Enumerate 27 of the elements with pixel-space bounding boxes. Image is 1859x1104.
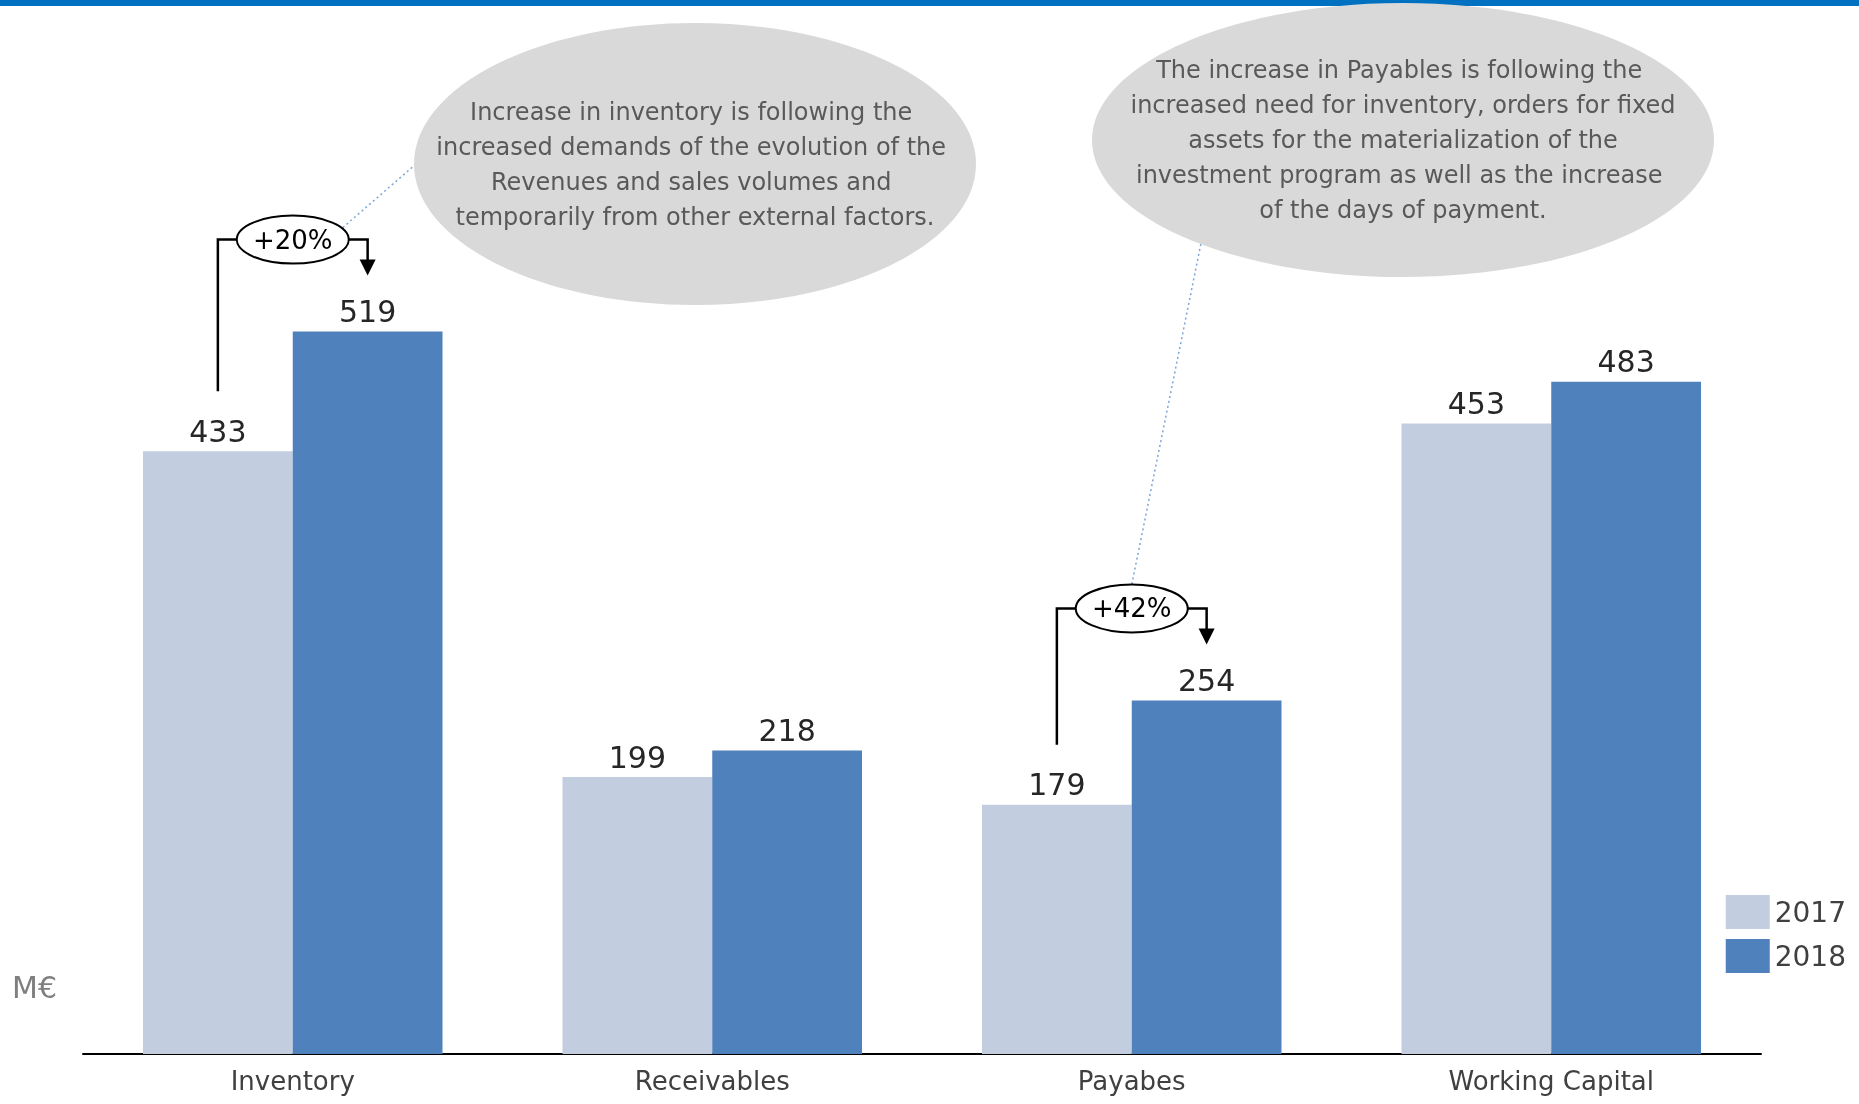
bar xyxy=(981,804,1132,1054)
bar xyxy=(712,750,863,1054)
x-tick-label: Inventory xyxy=(230,1066,355,1096)
bar xyxy=(292,331,443,1054)
data-label: 218 xyxy=(758,713,816,749)
data-label: 433 xyxy=(189,413,247,449)
x-tick-label: Receivables xyxy=(634,1066,790,1096)
data-label: 483 xyxy=(1597,344,1655,380)
x-tick-label: Payabes xyxy=(1077,1066,1186,1096)
text: The increase in Payables is following the increased need for inventory, orders for fixed assets for the materialization of the investment program as well as the increase of the days of payment. xyxy=(1130,56,1676,224)
bar xyxy=(1131,700,1282,1054)
annotation: +42% xyxy=(1091,593,1172,624)
x-tick-label: Working Capital xyxy=(1448,1066,1654,1096)
text: Increase in inventory is following the increased demands of the evolution of the Revenues and sales volumes and temporarily from other external factors. xyxy=(436,97,954,231)
bar xyxy=(1401,423,1552,1054)
data-label: 199 xyxy=(608,739,666,775)
bar xyxy=(1551,381,1702,1054)
data-label: 453 xyxy=(1447,385,1505,421)
legend-label: 2017 xyxy=(1774,895,1847,929)
legend-label: 2018 xyxy=(1774,939,1847,973)
y-axis-title: M€ xyxy=(12,969,57,1005)
bar xyxy=(562,777,713,1054)
data-label: 179 xyxy=(1028,767,1086,803)
data-label: 519 xyxy=(339,294,397,330)
text: +20% xyxy=(252,224,333,255)
data-label: 254 xyxy=(1178,662,1236,698)
bar xyxy=(142,451,293,1054)
